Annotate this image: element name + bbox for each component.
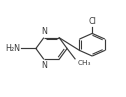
Text: N: N <box>41 27 47 36</box>
Text: H₂N: H₂N <box>5 44 20 53</box>
Text: Cl: Cl <box>88 17 96 26</box>
Text: CH₃: CH₃ <box>78 60 92 66</box>
Text: N: N <box>41 61 47 70</box>
